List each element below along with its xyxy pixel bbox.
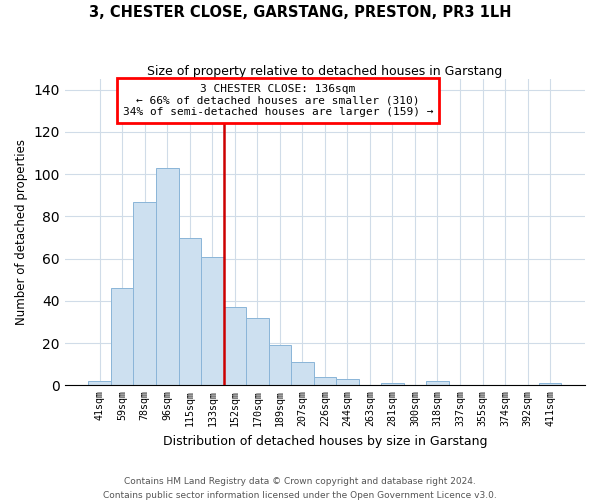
Bar xyxy=(111,288,133,386)
Bar xyxy=(314,377,336,386)
Text: Contains HM Land Registry data © Crown copyright and database right 2024.
Contai: Contains HM Land Registry data © Crown c… xyxy=(103,478,497,500)
Bar xyxy=(246,318,269,386)
Bar xyxy=(426,381,449,386)
Bar xyxy=(269,345,291,386)
Bar xyxy=(201,256,224,386)
Bar xyxy=(381,383,404,386)
Y-axis label: Number of detached properties: Number of detached properties xyxy=(15,139,28,325)
Title: Size of property relative to detached houses in Garstang: Size of property relative to detached ho… xyxy=(147,65,503,78)
Bar xyxy=(224,307,246,386)
X-axis label: Distribution of detached houses by size in Garstang: Distribution of detached houses by size … xyxy=(163,434,487,448)
Bar xyxy=(179,238,201,386)
Bar xyxy=(336,379,359,386)
Text: 3 CHESTER CLOSE: 136sqm
← 66% of detached houses are smaller (310)
34% of semi-d: 3 CHESTER CLOSE: 136sqm ← 66% of detache… xyxy=(123,84,433,117)
Bar xyxy=(291,362,314,386)
Bar xyxy=(88,381,111,386)
Bar xyxy=(156,168,179,386)
Text: 3, CHESTER CLOSE, GARSTANG, PRESTON, PR3 1LH: 3, CHESTER CLOSE, GARSTANG, PRESTON, PR3… xyxy=(89,5,511,20)
Bar xyxy=(133,202,156,386)
Bar xyxy=(539,383,562,386)
